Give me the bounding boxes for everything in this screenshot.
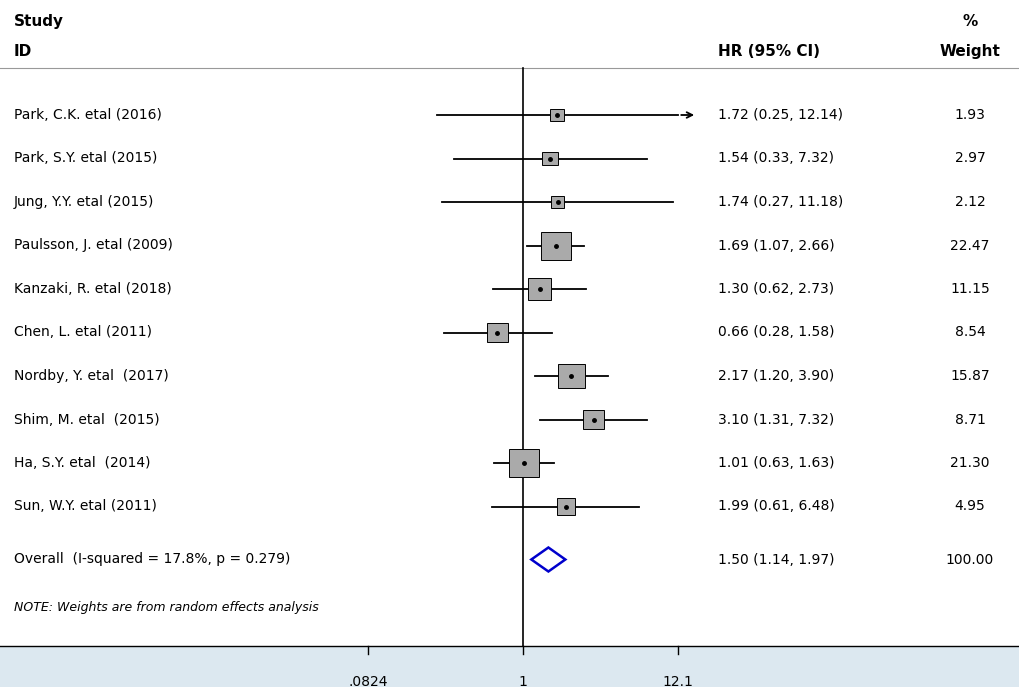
Text: 2.97: 2.97 (954, 152, 984, 166)
Bar (0, 646, 1019, 687)
Text: 12.1: 12.1 (662, 675, 693, 687)
Text: 4.95: 4.95 (954, 499, 984, 513)
Bar (486, 323, 507, 342)
Text: Park, C.K. etal (2016): Park, C.K. etal (2016) (14, 108, 162, 122)
Bar (582, 409, 603, 429)
Text: 1.69 (1.07, 2.66): 1.69 (1.07, 2.66) (717, 238, 834, 253)
Text: 8.71: 8.71 (954, 412, 984, 427)
Bar (550, 196, 564, 208)
Text: Nordby, Y. etal  (2017): Nordby, Y. etal (2017) (14, 369, 168, 383)
Text: Weight: Weight (938, 44, 1000, 59)
Text: Jung, Y.Y. etal (2015): Jung, Y.Y. etal (2015) (14, 195, 154, 209)
Text: NOTE: Weights are from random effects analysis: NOTE: Weights are from random effects an… (14, 601, 319, 614)
Text: Shim, M. etal  (2015): Shim, M. etal (2015) (14, 412, 159, 427)
Text: 8.54: 8.54 (954, 326, 984, 339)
Bar (540, 232, 571, 260)
Text: 3.10 (1.31, 7.32): 3.10 (1.31, 7.32) (717, 412, 834, 427)
Text: ID: ID (14, 44, 33, 59)
Text: 1: 1 (519, 675, 527, 687)
Text: 0.66 (0.28, 1.58): 0.66 (0.28, 1.58) (717, 326, 834, 339)
Text: Study: Study (14, 14, 64, 29)
Text: HR (95% CI): HR (95% CI) (717, 44, 819, 59)
Text: 21.30: 21.30 (950, 456, 988, 470)
Text: 1.93: 1.93 (954, 108, 984, 122)
Text: Ha, S.Y. etal  (2014): Ha, S.Y. etal (2014) (14, 456, 151, 470)
Text: Chen, L. etal (2011): Chen, L. etal (2011) (14, 326, 152, 339)
Bar (556, 498, 574, 515)
Text: Park, S.Y. etal (2015): Park, S.Y. etal (2015) (14, 152, 157, 166)
Text: 1.72 (0.25, 12.14): 1.72 (0.25, 12.14) (717, 108, 842, 122)
Text: 11.15: 11.15 (949, 282, 988, 296)
Bar (542, 152, 557, 166)
Text: 15.87: 15.87 (950, 369, 988, 383)
Text: Sun, W.Y. etal (2011): Sun, W.Y. etal (2011) (14, 499, 157, 513)
Text: 22.47: 22.47 (950, 238, 988, 253)
Text: 2.12: 2.12 (954, 195, 984, 209)
Bar (557, 363, 584, 388)
Bar (549, 109, 564, 121)
Text: 1.54 (0.33, 7.32): 1.54 (0.33, 7.32) (717, 152, 834, 166)
Bar (528, 278, 550, 300)
Text: 100.00: 100.00 (945, 552, 994, 567)
Text: Kanzaki, R. etal (2018): Kanzaki, R. etal (2018) (14, 282, 171, 296)
Text: 1.50 (1.14, 1.97): 1.50 (1.14, 1.97) (717, 552, 834, 567)
Text: Paulsson, J. etal (2009): Paulsson, J. etal (2009) (14, 238, 172, 253)
Bar (508, 449, 538, 477)
Text: 2.17 (1.20, 3.90): 2.17 (1.20, 3.90) (717, 369, 834, 383)
Text: 1.01 (0.63, 1.63): 1.01 (0.63, 1.63) (717, 456, 834, 470)
Text: Overall  (I-squared = 17.8%, p = 0.279): Overall (I-squared = 17.8%, p = 0.279) (14, 552, 290, 567)
Text: 1.99 (0.61, 6.48): 1.99 (0.61, 6.48) (717, 499, 834, 513)
Text: 1.30 (0.62, 2.73): 1.30 (0.62, 2.73) (717, 282, 834, 296)
Text: .0824: .0824 (347, 675, 387, 687)
Text: %: % (962, 14, 976, 29)
Text: 1.74 (0.27, 11.18): 1.74 (0.27, 11.18) (717, 195, 843, 209)
